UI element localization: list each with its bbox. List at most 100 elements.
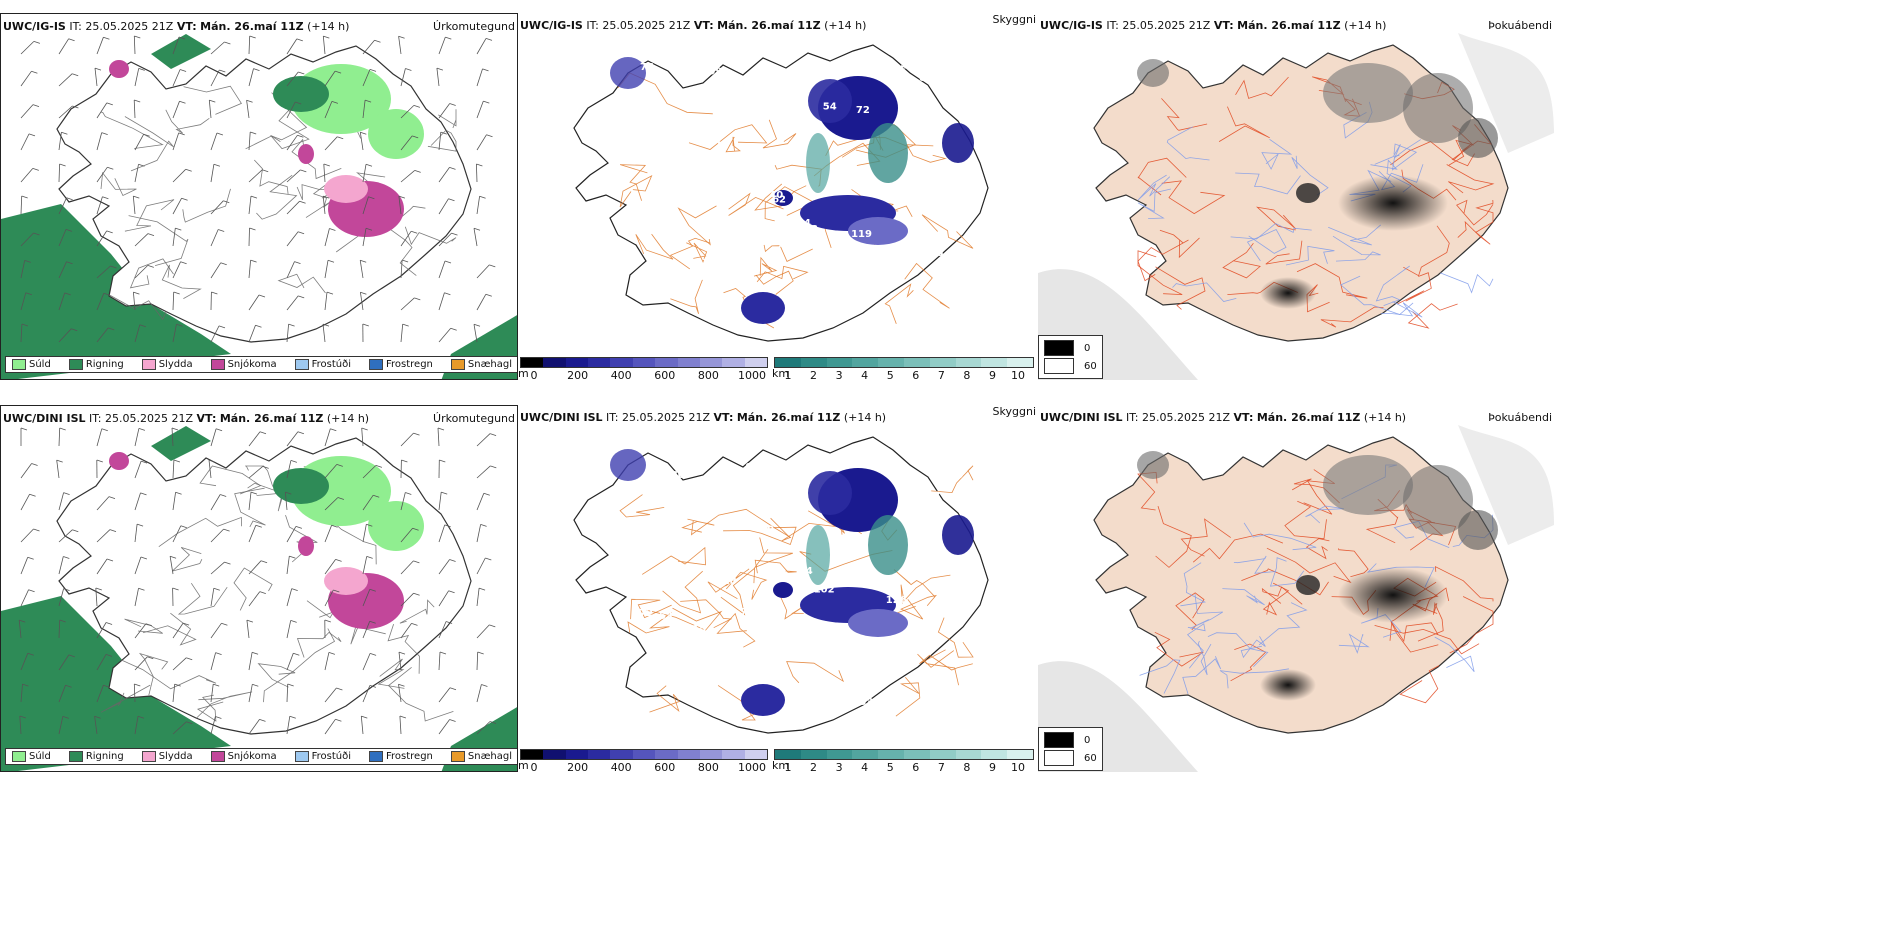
cloud-base-label: 105 [702, 258, 723, 269]
cloud-base-label: 81 [639, 666, 653, 677]
fog-legend: 0 60 [1038, 727, 1103, 771]
cloud-base-label: 99 [709, 66, 723, 77]
visibility-title: Skyggni [992, 13, 1036, 26]
fog-index-title: Þokuábendi [1488, 19, 1552, 32]
cloud-base-label: 126 [886, 595, 907, 606]
colorbar-tick: 3 [835, 761, 843, 772]
fog-legend-label: 60 [1084, 752, 1097, 764]
legend-swatch [450, 359, 465, 370]
cloud-base-label: 77 [740, 607, 754, 618]
cloud-base-label: 76 [640, 62, 654, 73]
cloud-base-label: 90 [966, 668, 980, 679]
cloud-base-label: 09 [871, 451, 885, 462]
precip-legend: Súld Rigning Slydda Snjókoma Frostúði Frostre… [5, 356, 517, 373]
fog-legend-row: 0 [1044, 339, 1097, 357]
colorbar-tick: 1000 [738, 369, 766, 380]
colorbar-unit: km [772, 759, 790, 772]
cloud-base-label: 49 [760, 525, 774, 536]
panel-header: UWC/IG-IS IT: 25.05.2025 21Z VT: Mán. 26… [520, 19, 867, 32]
legend-label: Frostregn [386, 751, 433, 762]
legend-item: Snæhagl [450, 359, 512, 370]
cloud-base-label: 40 [668, 167, 682, 178]
legend-label: Snjókoma [227, 359, 277, 370]
colorbar-tick: 400 [610, 369, 632, 380]
legend-item: Rigning [68, 359, 124, 370]
cloud-base-label: 237 [825, 306, 846, 317]
colorbar-unit: m [518, 367, 529, 380]
colorbar-unit: km [772, 367, 790, 380]
cloud-base-label: 86 [728, 183, 742, 194]
cloud-base-label: 64 [797, 218, 811, 229]
cloud-base-label: 66 [719, 479, 733, 490]
legend-label: Snæhagl [467, 751, 513, 762]
colorbar-tick: 1000 [738, 761, 766, 772]
colorbar-tick: 8 [963, 761, 971, 772]
precip-type-title: Úrkomutegund [433, 412, 515, 425]
precip-legend: Súld Rigning Slydda Snjókoma Frostúði Frostre… [5, 748, 517, 765]
legend-swatch [68, 751, 83, 762]
colorbar-tick: 6 [912, 761, 920, 772]
cloud-base-label: 46 [929, 248, 943, 259]
colorbar-tick: 6 [912, 369, 920, 380]
cloud-base-label: 66 [951, 602, 965, 613]
colorbar-gradient [520, 357, 768, 368]
fog-legend-swatch [1044, 358, 1074, 374]
visibility-colorbar: km 1 2 3 4 5 6 7 8 9 10 [772, 357, 1034, 380]
legend-item: Frostregn [369, 751, 433, 762]
cloud-base-label: 56 [767, 225, 781, 236]
precip-panel-row1: UWC/IG-IS IT: 25.05.2025 21Z VT: Mán. 26… [0, 13, 518, 380]
legend-label: Súld [29, 359, 51, 370]
legend-item: Súld [12, 751, 51, 762]
ceiling-colorbar: m 0 200 400 600 800 1000 [518, 357, 768, 380]
cloud-base-label: 54 [823, 101, 837, 112]
panel-header: UWC/DINI ISL IT: 25.05.2025 21Z VT: Mán.… [1040, 411, 1407, 424]
precip-panel-row2: UWC/DINI ISL IT: 25.05.2025 21Z VT: Mán.… [0, 405, 518, 772]
fog-panel-row2: UWC/DINI ISL IT: 25.05.2025 21Z VT: Mán.… [1038, 405, 1554, 772]
colorbar-tick: 400 [610, 761, 632, 772]
colorbar-unit: m [518, 759, 529, 772]
panel-header: UWC/IG-IS IT: 25.05.2025 21Z VT: Mán. 26… [1040, 19, 1387, 32]
colorbar-tick: 7 [937, 369, 945, 380]
cloud-base-label: 89 [644, 135, 658, 146]
cloud-base-label: 28 [723, 576, 737, 587]
legend-label: Súld [29, 751, 51, 762]
legend-label: Rigning [85, 359, 124, 370]
cloud-base-label: 89 [686, 485, 700, 496]
cloud-panel-row2: UWC/DINI ISL IT: 25.05.2025 21Z VT: Mán.… [518, 405, 1038, 772]
fog-legend: 0 60 [1038, 335, 1103, 379]
colorbar-tick: 1 [784, 369, 792, 380]
precip-map [1, 34, 517, 379]
colorbar-tick: 600 [654, 761, 676, 772]
cloud-base-label: 11 [807, 302, 821, 313]
cloud-base-label: 103 [797, 224, 818, 235]
legend-item: Frostúði [294, 751, 351, 762]
fog-panel-row1: UWC/IG-IS IT: 25.05.2025 21Z VT: Mán. 26… [1038, 13, 1554, 380]
legend-item: Snjókoma [210, 359, 277, 370]
cloud-base-label: 46 [901, 61, 915, 72]
visibility-colorbar: km 1 2 3 4 5 6 7 8 9 10 [772, 749, 1034, 772]
fog-legend-row: 60 [1044, 357, 1097, 375]
legend-swatch [210, 359, 225, 370]
legend-swatch [369, 751, 383, 762]
legend-item: Snjókoma [210, 751, 277, 762]
cloud-base-label: 59 [761, 74, 775, 85]
colorbar-tick: 5 [886, 369, 894, 380]
fog-legend-swatch [1044, 340, 1074, 356]
legend-label: Rigning [85, 751, 124, 762]
legend-label: Frostregn [386, 359, 433, 370]
cloud-base-label: 80 [671, 470, 685, 481]
legend-item: Rigning [68, 751, 124, 762]
cloud-base-label: 75 [714, 141, 728, 152]
legend-swatch [141, 359, 156, 370]
colorbar-tick: 4 [861, 761, 869, 772]
fog-legend-row: 60 [1044, 749, 1097, 767]
fog-legend-swatch [1044, 750, 1074, 766]
cloud-base-label: 72 [639, 608, 653, 619]
panel-header: UWC/DINI ISL IT: 25.05.2025 21Z VT: Mán.… [520, 411, 887, 424]
colorbar-tick: 5 [886, 761, 894, 772]
legend-item: Slydda [141, 751, 193, 762]
precip-map [1, 426, 517, 771]
legend-swatch [68, 359, 83, 370]
colorbar-tick: 200 [567, 761, 589, 772]
colorbar-tick: 2 [810, 369, 818, 380]
